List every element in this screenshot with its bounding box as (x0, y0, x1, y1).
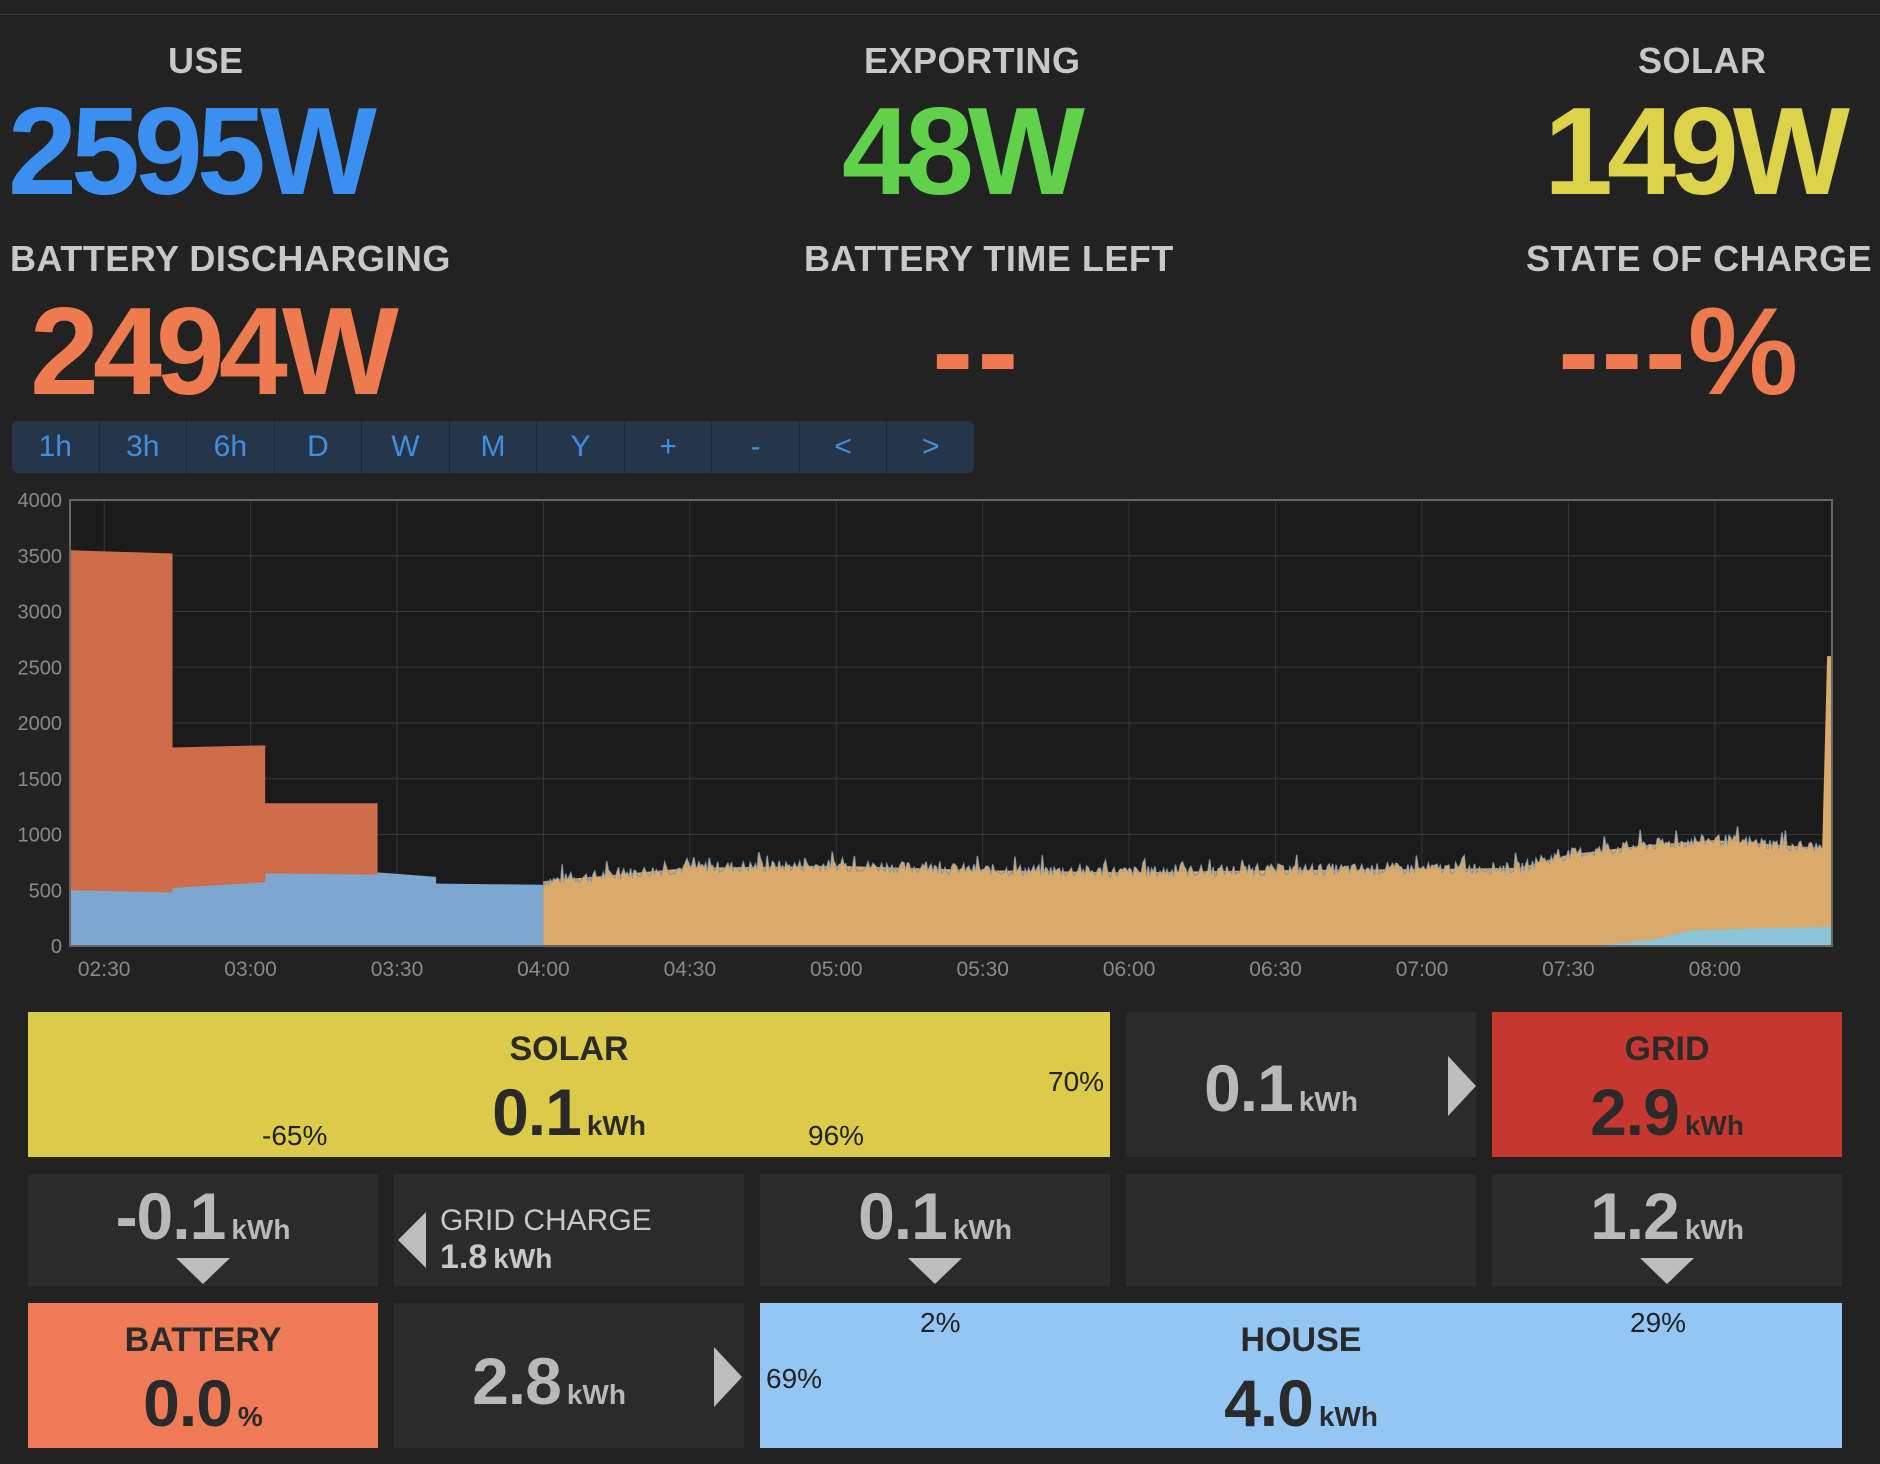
solar-to-house-tile: 0.1 kWh (760, 1174, 1110, 1286)
battery-tile-amount: 0.0% (143, 1366, 263, 1440)
power-chart[interactable]: 4000 3500 3000 2500 2000 1500 1000 500 0 02:30 03… (0, 488, 1880, 980)
solar-to-grid-pct: 70% (1048, 1066, 1105, 1097)
grid-tile-title: GRID (1624, 1030, 1710, 1068)
x-tick-label: 07:00 (1396, 958, 1449, 980)
arrow-down-icon (176, 1258, 230, 1284)
arrow-right-icon (714, 1347, 742, 1407)
solar-to-house-pct: 96% (808, 1120, 865, 1151)
battery-to-house-amount: 2.8 kWh (472, 1344, 626, 1418)
y-tick-label: 3500 (18, 546, 63, 568)
battery-discharging-label: BATTERY DISCHARGING (10, 238, 451, 279)
x-tick-label: 02:30 (78, 958, 131, 980)
x-tick-label: 04:00 (517, 958, 570, 980)
y-tick-label: 1000 (18, 825, 63, 847)
battery-tile[interactable]: BATTERY 0.0% (28, 1303, 378, 1448)
house-from-grid-pct: 29% (1630, 1307, 1687, 1338)
top-divider (0, 14, 1880, 15)
chart-area-series-1 (70, 550, 378, 946)
range-month-button[interactable]: M (450, 421, 538, 473)
range-week-button[interactable]: W (362, 421, 450, 473)
arrow-right-icon (1448, 1056, 1476, 1116)
x-tick-label: 05:30 (956, 958, 1009, 980)
grid-charge-tile: GRID CHARGE 1.8 kWh (394, 1174, 744, 1286)
pan-right-button[interactable]: > (921, 430, 940, 463)
range-1h-button[interactable]: 1h (12, 421, 100, 473)
solar-value: 149W (1544, 83, 1850, 221)
battery-time-left-value: -- (932, 283, 1023, 421)
x-tick-label: 07:30 (1542, 958, 1595, 980)
y-tick-label: 0 (51, 936, 62, 958)
x-tick-label: 04:30 (664, 958, 717, 980)
plot-border (69, 499, 1833, 947)
y-tick-label: 500 (29, 880, 62, 902)
x-tick-label: 03:30 (371, 958, 424, 980)
battery-discharging-value: 2494W (30, 283, 399, 421)
x-tick-label: 08:00 (1689, 958, 1742, 980)
time-range-toolbar: 1h 3h 6h D W M Y + - < > (12, 421, 974, 473)
arrow-down-icon (908, 1258, 962, 1284)
state-of-charge-value: ---% (1558, 283, 1801, 421)
chart-area-series-0 (70, 872, 544, 946)
house-tile-title: HOUSE (1240, 1321, 1362, 1359)
grid-tile-amount: 2.9 kWh (1590, 1075, 1744, 1149)
house-tile-amount: 4.0 kWh (1224, 1366, 1378, 1440)
range-day-button[interactable]: D (275, 421, 363, 473)
solar-to-house-amount: 0.1 kWh (858, 1179, 1012, 1253)
y-tick-label: 3000 (18, 602, 63, 624)
x-tick-label: 06:00 (1103, 958, 1156, 980)
house-from-battery-pct: 69% (766, 1363, 823, 1394)
state-of-charge-label: STATE OF CHARGE (1526, 238, 1873, 279)
use-value: 2595W (8, 83, 377, 221)
grid-to-house-amount: 1.2 kWh (1590, 1179, 1744, 1253)
grid-tile[interactable]: GRID 2.9 kWh (1492, 1012, 1842, 1157)
zoom-out-button[interactable]: - (712, 421, 800, 473)
solar-label: SOLAR (1638, 40, 1767, 81)
empty-tile (1126, 1174, 1476, 1286)
solar-tile-title: SOLAR (509, 1030, 629, 1068)
grid-charge-amount: 1.8 kWh (440, 1238, 553, 1276)
grid-charge-label: GRID CHARGE (440, 1204, 652, 1237)
house-from-solar-pct: 2% (920, 1307, 961, 1338)
chart-noise-fill (543, 826, 1823, 946)
x-tick-label: 06:30 (1249, 958, 1302, 980)
x-tick-label: 05:00 (810, 958, 863, 980)
use-label: USE (168, 40, 244, 81)
range-year-button[interactable]: Y (537, 421, 625, 473)
battery-flow-amount: -0.1 kWh (115, 1179, 291, 1253)
solar-to-battery-pct: -65% (262, 1120, 328, 1151)
range-6h-button[interactable]: 6h (187, 421, 275, 473)
arrow-down-icon (1640, 1258, 1694, 1284)
range-3h-button[interactable]: 3h (100, 421, 188, 473)
y-tick-label: 2000 (18, 713, 63, 735)
battery-flow-tile: -0.1 kWh (28, 1174, 378, 1286)
arrow-left-icon (398, 1212, 426, 1268)
zoom-in-button[interactable]: + (625, 421, 713, 473)
export-flow-tile: 0.1 kWh (1126, 1012, 1476, 1157)
chart-area-cyan-overlay (1592, 927, 1832, 946)
house-tile[interactable]: HOUSE 4.0 kWh 69% 2% 29% (760, 1303, 1842, 1448)
exporting-label: EXPORTING (864, 40, 1081, 81)
solar-tile-amount: 0.1 kWh (492, 1075, 646, 1149)
solar-tile[interactable]: SOLAR 0.1 kWh -65% 96% 70% (28, 1012, 1110, 1157)
battery-to-house-tile: 2.8 kWh (394, 1303, 744, 1448)
battery-time-left-label: BATTERY TIME LEFT (804, 238, 1174, 279)
x-tick-label: 03:00 (224, 958, 277, 980)
y-tick-label: 1500 (18, 769, 63, 791)
exporting-value: 48W (842, 83, 1085, 221)
y-tick-label: 4000 (18, 490, 63, 512)
battery-tile-title: BATTERY (124, 1321, 282, 1359)
grid-to-house-tile: 1.2 kWh (1492, 1174, 1842, 1286)
pan-left-button[interactable]: < (800, 421, 888, 473)
export-flow-amount: 0.1 kWh (1204, 1051, 1358, 1125)
y-tick-label: 2500 (18, 657, 63, 679)
